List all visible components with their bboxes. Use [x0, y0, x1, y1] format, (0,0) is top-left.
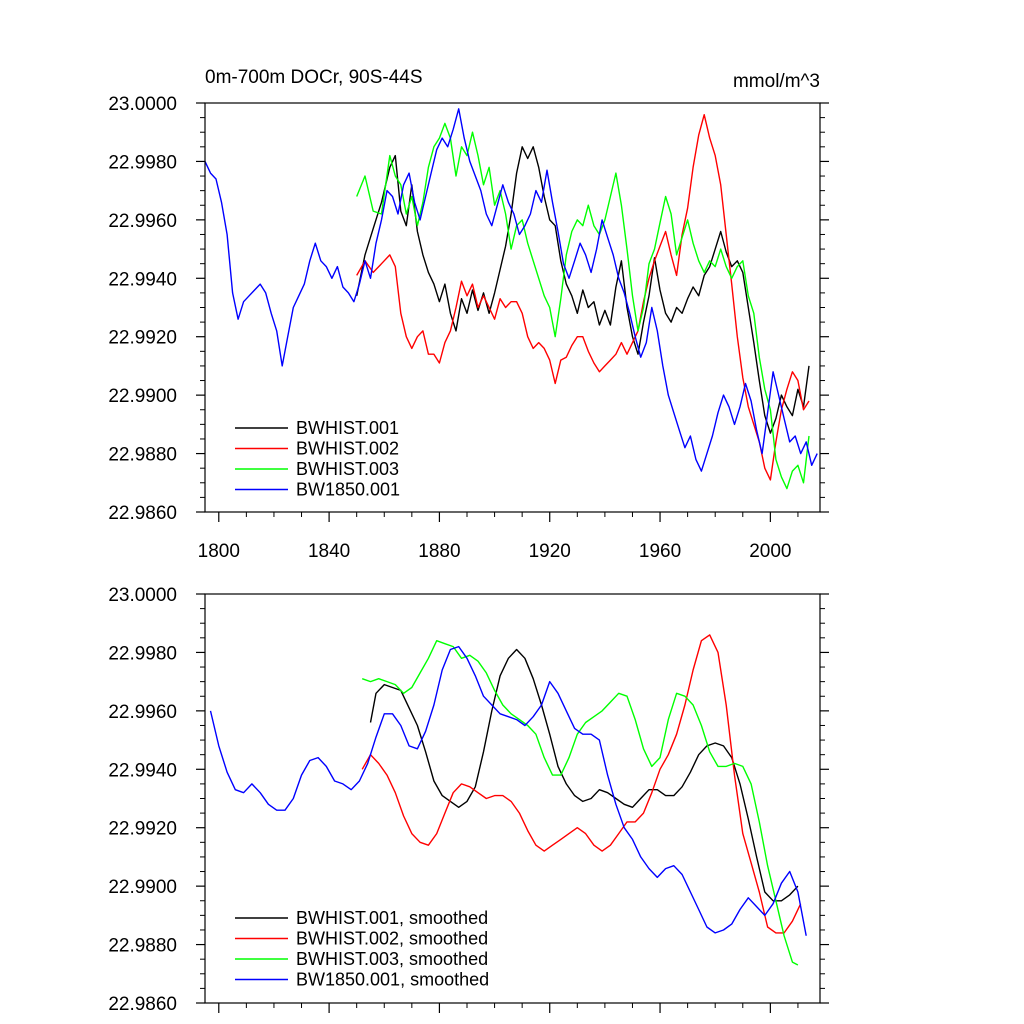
series-line — [356, 122, 810, 490]
y-tick-label: 22.9900 — [108, 877, 177, 898]
plot-area — [204, 108, 818, 490]
series-line — [369, 648, 799, 902]
x-tick-label: 1960 — [639, 541, 681, 562]
units-label: mmol/m^3 — [733, 71, 820, 92]
y-tick-label: 22.9860 — [108, 503, 177, 524]
y-tick-label: 22.9980 — [108, 152, 177, 173]
legend-label: BW1850.001, smoothed — [296, 970, 489, 990]
series-line — [204, 108, 818, 472]
series-line — [209, 645, 807, 936]
plot-frame — [204, 102, 821, 513]
y-tick-label: 22.9960 — [108, 211, 177, 232]
y-tick-label: 22.9940 — [108, 760, 177, 781]
bottom-panel: 22.9860 22.9880 22.9900 22.9920 22.9940 22.99… — [108, 585, 829, 1015]
legend-label: BWHIST.002 — [296, 439, 399, 459]
y-tick-label: 22.9860 — [108, 994, 177, 1015]
x-tick-label: 1840 — [308, 541, 350, 562]
y-tick-label: 22.9940 — [108, 269, 177, 290]
axis-ticks: 22.9860 22.9880 22.9900 22.9920 22.9940 22.99… — [108, 94, 829, 562]
series-line — [356, 146, 810, 434]
x-tick-label: 1800 — [198, 541, 240, 562]
y-tick-label: 22.9880 — [108, 445, 177, 466]
legend-label: BWHIST.003 — [296, 459, 399, 479]
y-tick-label: 23.0000 — [108, 94, 177, 115]
x-tick-label: 1920 — [529, 541, 571, 562]
y-tick-label: 22.9920 — [108, 819, 177, 840]
legend-label: BWHIST.001, smoothed — [296, 908, 488, 928]
plot-area — [209, 634, 807, 966]
y-tick-label: 22.9920 — [108, 328, 177, 349]
y-tick-label: 22.9880 — [108, 936, 177, 957]
legend-label: BW1850.001 — [296, 480, 400, 500]
chart-title: 0m-700m DOCr, 90S-44S — [205, 67, 423, 88]
top-panel: 0m-700m DOCr, 90S-44S mmol/m^3 22.986022… — [108, 67, 829, 562]
legend-label: BWHIST.001 — [296, 418, 399, 438]
x-tick-label: 2000 — [749, 541, 791, 562]
x-tick-label: 1880 — [418, 541, 460, 562]
y-tick-label: 22.9900 — [108, 386, 177, 407]
axis-ticks: 22.9860 22.9880 22.9900 22.9920 22.9940 22.99… — [108, 585, 829, 1015]
legend-label: BWHIST.002, smoothed — [296, 929, 488, 949]
legend-label: BWHIST.003, smoothed — [296, 949, 488, 969]
y-tick-label: 22.9960 — [108, 702, 177, 723]
plot-frame — [204, 593, 821, 1004]
series-line — [356, 113, 810, 481]
series-line — [361, 640, 799, 966]
series-line — [361, 634, 802, 934]
y-tick-label: 22.9980 — [108, 643, 177, 664]
y-tick-label: 23.0000 — [108, 585, 177, 606]
